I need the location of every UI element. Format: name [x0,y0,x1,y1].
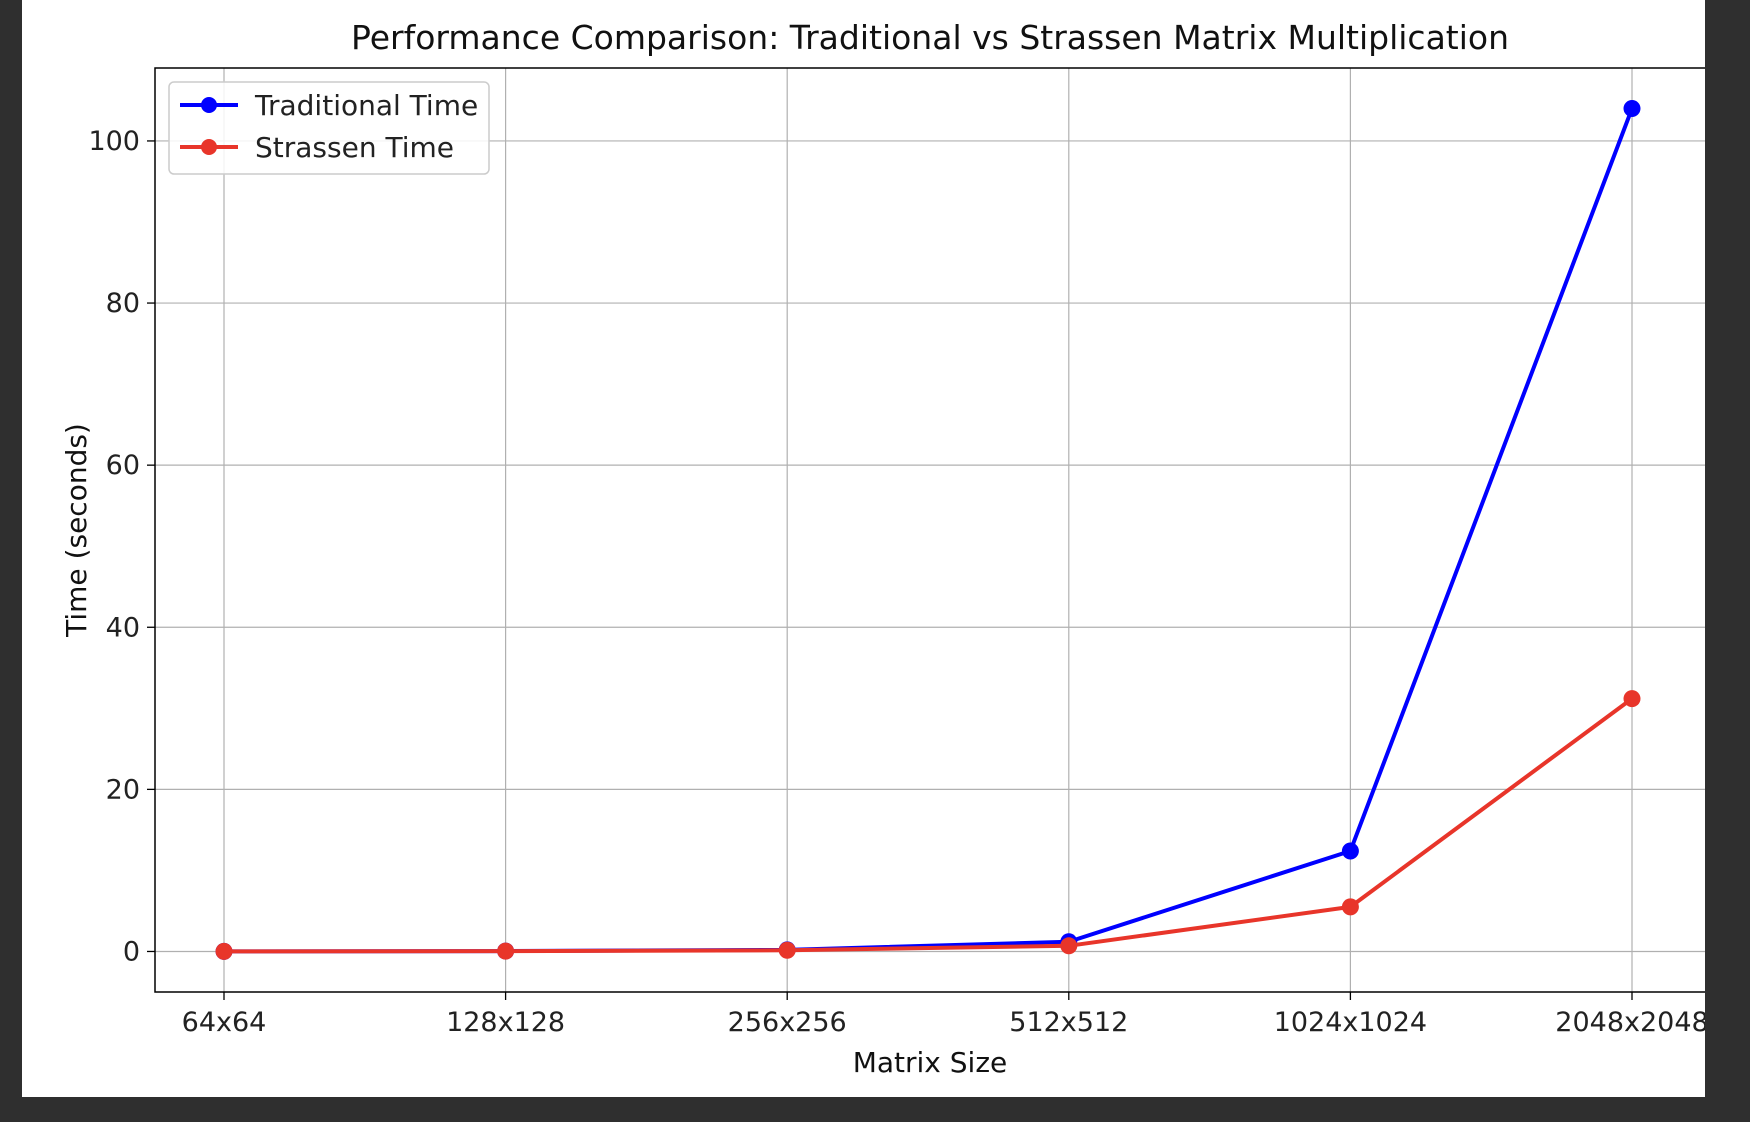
y-tick-label: 40 [106,612,140,643]
data-point-strassen [497,942,515,960]
legend: Traditional Time Strassen Time [168,81,490,175]
series-layer [215,100,1641,960]
chart-title: Performance Comparison: Traditional vs S… [351,18,1509,57]
x-tick-label: 256x256 [728,1007,847,1038]
y-tick-label: 60 [106,450,140,481]
y-tick-label: 20 [106,774,140,805]
x-tick-label: 128x128 [446,1007,565,1038]
x-tick-label: 1024x1024 [1274,1007,1427,1038]
data-point-strassen [1341,898,1359,916]
x-tick-label: 512x512 [1009,1007,1128,1038]
x-axis-ticks: 64x64 128x128 256x256 512x512 1024x1024 2048x… [182,992,1705,1038]
series-line-traditional [223,107,1634,954]
data-point-strassen [215,942,233,960]
plot-area-frame [154,67,1705,993]
y-tick-label: 80 [106,288,140,319]
y-axis-label: Time (seconds) [60,423,93,638]
legend-label-strassen: Strassen Time [255,131,454,164]
data-point-strassen [1060,937,1078,955]
data-point-strassen [778,941,796,959]
data-point-traditional [1341,842,1359,860]
data-point-traditional [1623,100,1641,118]
data-point-strassen [1623,690,1641,708]
series-line-strassen [223,696,1634,954]
legend-box [168,81,490,175]
y-tick-label: 100 [88,126,140,157]
y-axis-ticks: 0 20 40 60 80 100 [88,126,155,967]
chart-canvas: 64x64 128x128 256x256 512x512 1024x1024 2048x… [22,0,1705,1097]
legend-marker-traditional [201,97,217,113]
x-axis-label: Matrix Size [853,1046,1008,1079]
legend-label-traditional: Traditional Time [254,89,478,122]
x-tick-label: 64x64 [182,1007,267,1038]
x-tick-label: 2048x2048 [1555,1007,1705,1038]
legend-marker-strassen [201,139,217,155]
y-tick-label: 0 [123,936,140,967]
line-chart: 64x64 128x128 256x256 512x512 1024x1024 2048x… [60,18,1705,1079]
